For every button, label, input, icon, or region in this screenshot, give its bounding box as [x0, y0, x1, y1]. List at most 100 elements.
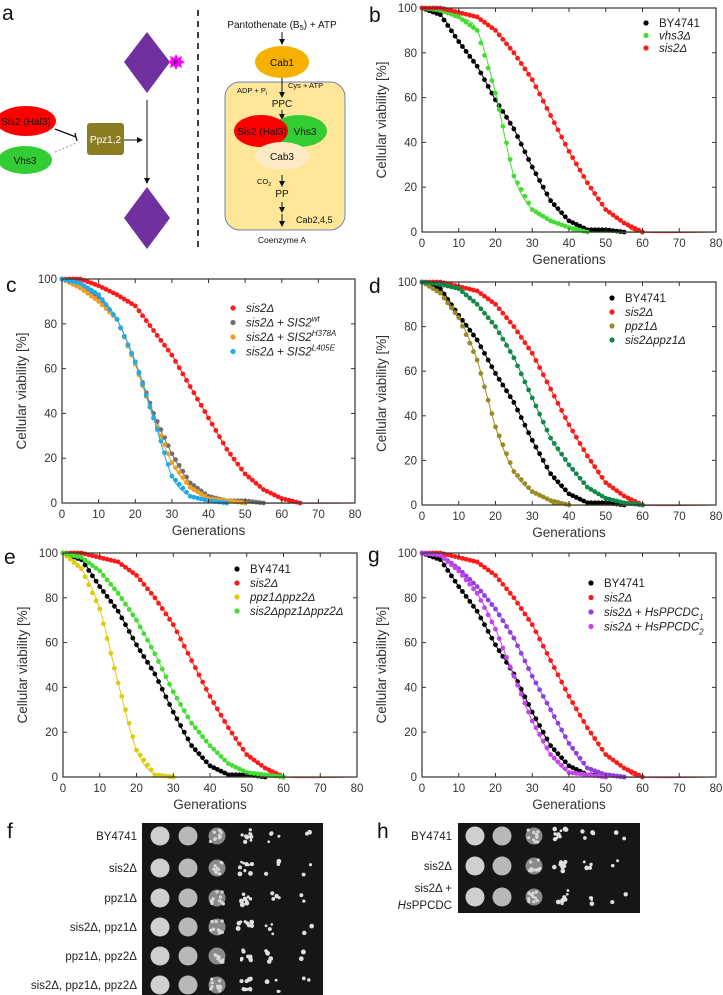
data-point: [195, 396, 200, 402]
data-point: [130, 734, 136, 740]
data-point: [97, 584, 103, 589]
data-point: [581, 447, 587, 453]
fit-line: [61, 278, 356, 504]
colony-spot: [178, 826, 198, 846]
legend-marker: [588, 623, 594, 630]
data-point: [533, 358, 539, 363]
data-point: [522, 481, 528, 486]
colony: [247, 923, 251, 928]
data-point: [187, 493, 193, 499]
data-point: [452, 554, 458, 559]
data-point: [224, 446, 230, 452]
legend-marker: [230, 319, 236, 326]
data-point: [198, 402, 204, 408]
x-tick-label: 40: [202, 509, 215, 521]
data-point: [478, 598, 484, 603]
data-point: [162, 450, 167, 456]
y-tick-label: 40: [404, 137, 417, 149]
colony: [217, 828, 222, 832]
data-point: [515, 134, 520, 139]
data-point: [452, 285, 458, 291]
data-point: [548, 386, 554, 392]
data-point: [266, 767, 272, 773]
data-point: [581, 760, 587, 766]
data-point: [489, 411, 495, 416]
data-point: [581, 480, 587, 486]
data-point: [244, 770, 250, 775]
colony-spot: [178, 917, 198, 937]
data-point: [96, 283, 102, 289]
y-tick-label: 100: [398, 3, 417, 15]
data-point: [603, 495, 609, 501]
colony: [248, 828, 252, 832]
data-point: [485, 597, 491, 603]
x-tick-label: 20: [489, 238, 502, 250]
colony: [534, 868, 538, 872]
data-point: [562, 223, 568, 229]
data-point: [463, 594, 469, 599]
colony: [535, 899, 539, 903]
cab245-label: Cab2,4,5: [296, 215, 333, 225]
x-tick-label: 40: [204, 783, 217, 795]
data-point: [103, 306, 109, 311]
data-point: [489, 570, 495, 576]
data-point: [119, 596, 125, 602]
colony: [274, 978, 278, 982]
data-point: [81, 288, 87, 294]
colony: [218, 895, 223, 899]
data-point: [148, 767, 154, 773]
data-point: [482, 293, 487, 299]
colony: [563, 861, 567, 865]
colony: [220, 930, 225, 934]
data-point: [239, 466, 244, 472]
colony: [536, 830, 540, 834]
data-point: [225, 761, 231, 766]
data-point: [533, 209, 539, 215]
data-point: [82, 562, 88, 568]
colony: [271, 932, 275, 936]
data-point: [526, 485, 531, 491]
data-point: [148, 590, 154, 596]
colony: [584, 865, 590, 871]
y-tick-label: 20: [404, 727, 417, 739]
strain-label: ppz1Δ: [104, 893, 137, 905]
data-point: [559, 679, 565, 685]
data-point: [625, 495, 631, 501]
data-point: [262, 765, 268, 771]
data-point: [548, 498, 554, 503]
data-point: [125, 342, 131, 348]
data-point: [67, 556, 73, 562]
data-point: [599, 746, 605, 752]
y-axis-label: Cellular viability [%]: [374, 335, 389, 452]
colony: [246, 895, 250, 899]
data-point: [165, 462, 171, 467]
data-point: [70, 279, 76, 285]
data-point: [101, 573, 106, 578]
data-point: [449, 553, 454, 559]
data-point: [108, 581, 114, 587]
data-point: [467, 53, 473, 59]
data-point: [173, 359, 178, 364]
colony: [221, 902, 226, 906]
data-point: [584, 500, 590, 506]
data-point: [551, 755, 557, 761]
data-point: [518, 477, 524, 482]
data-point: [559, 451, 565, 457]
data-point: [104, 594, 110, 599]
colony: [239, 898, 243, 902]
cab3-node: [255, 142, 309, 170]
colony: [559, 861, 564, 866]
data-point: [485, 357, 491, 363]
data-point: [570, 220, 576, 225]
data-point: [614, 498, 620, 504]
y-tick-label: 0: [411, 772, 417, 784]
legend-marker: [588, 609, 594, 615]
data-point: [159, 686, 165, 692]
data-point: [207, 763, 213, 769]
data-point: [588, 500, 594, 506]
colony: [562, 895, 567, 900]
data-point: [229, 762, 235, 768]
data-point: [137, 752, 143, 758]
colony: [613, 830, 619, 835]
